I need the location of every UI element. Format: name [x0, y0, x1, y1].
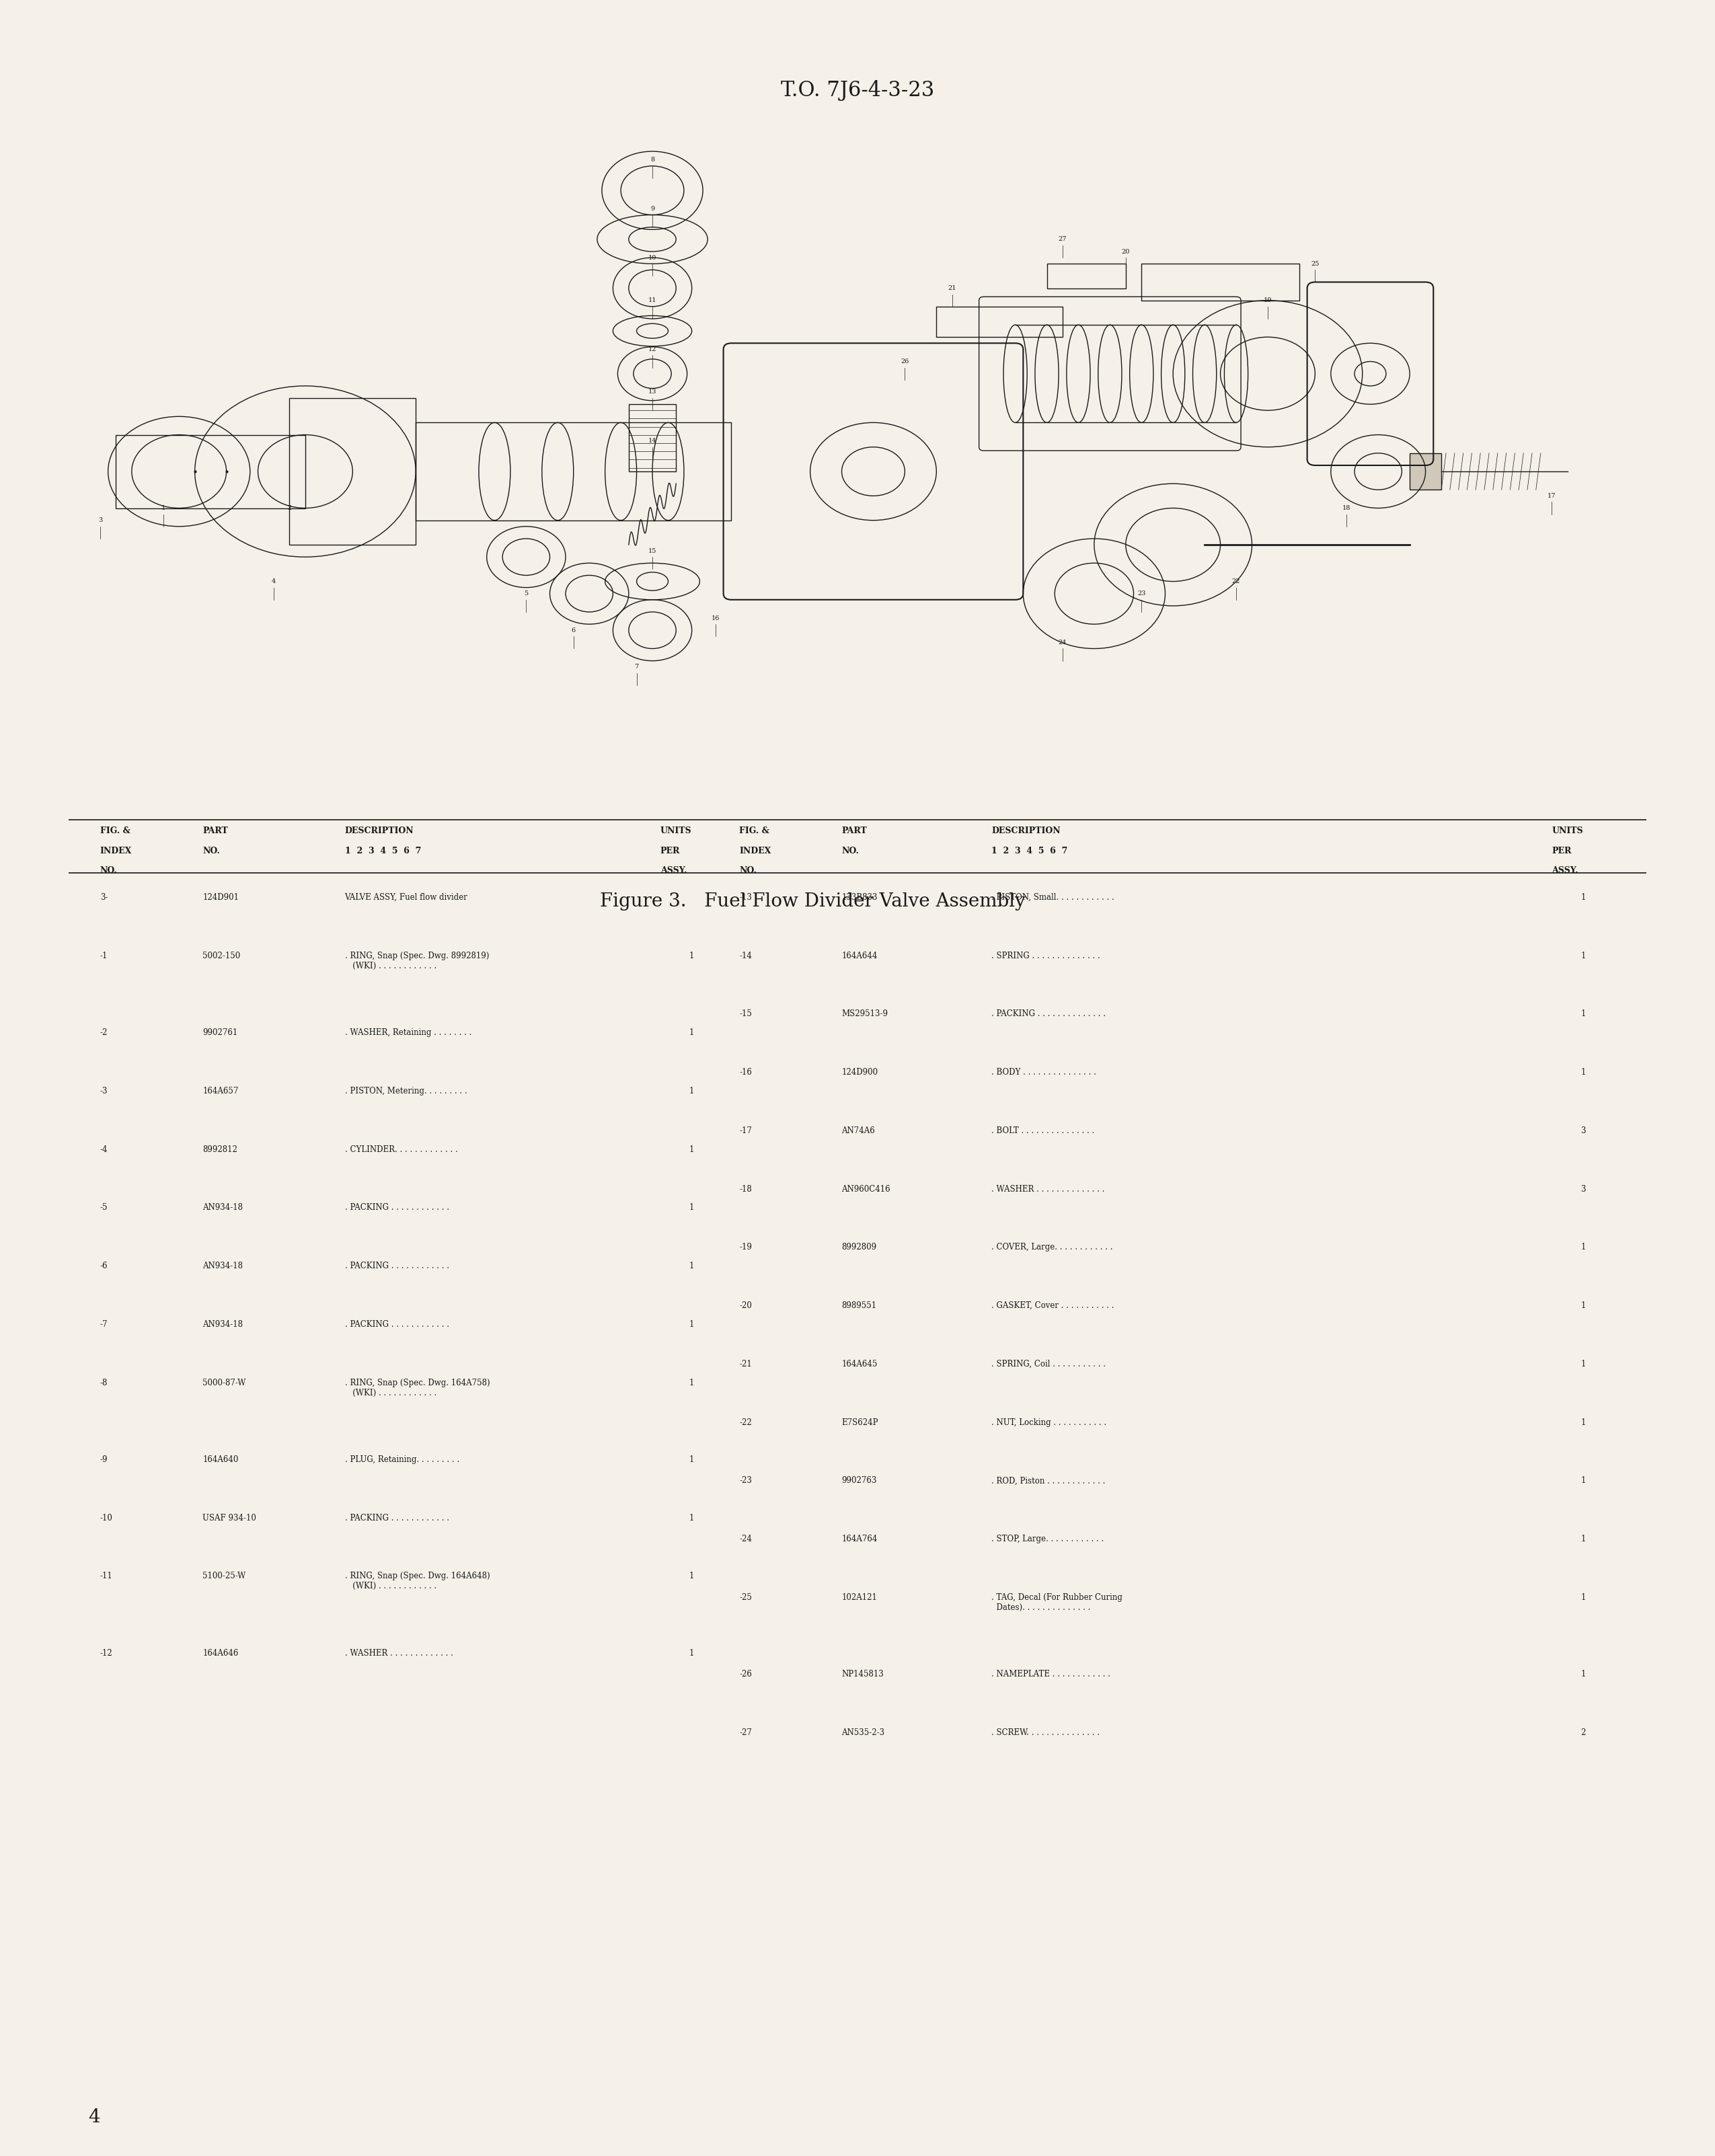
Text: 4: 4: [271, 578, 276, 584]
Text: . STOP, Large. . . . . . . . . . . .: . STOP, Large. . . . . . . . . . . .: [991, 1535, 1104, 1544]
Text: . PACKING . . . . . . . . . . . .: . PACKING . . . . . . . . . . . .: [345, 1261, 449, 1270]
Text: 1: 1: [1581, 1535, 1586, 1544]
Text: NO.: NO.: [739, 867, 756, 875]
Text: . PACKING . . . . . . . . . . . .: . PACKING . . . . . . . . . . . .: [345, 1514, 449, 1522]
Text: 1: 1: [689, 1649, 695, 1658]
Text: 1: 1: [1581, 1302, 1586, 1311]
Text: PER: PER: [660, 847, 681, 856]
Text: . PACKING . . . . . . . . . . . .: . PACKING . . . . . . . . . . . .: [345, 1203, 449, 1212]
Text: 2: 2: [288, 505, 292, 511]
Text: . CYLINDER. . . . . . . . . . . . .: . CYLINDER. . . . . . . . . . . . .: [345, 1145, 458, 1153]
Text: . BOLT . . . . . . . . . . . . . . .: . BOLT . . . . . . . . . . . . . . .: [991, 1125, 1094, 1134]
Text: 23: 23: [1137, 591, 1146, 597]
Text: 1: 1: [689, 1378, 695, 1386]
Text: 164A645: 164A645: [842, 1360, 878, 1369]
Text: 3: 3: [1581, 1186, 1586, 1194]
Text: . WASHER, Retaining . . . . . . . .: . WASHER, Retaining . . . . . . . .: [345, 1028, 472, 1037]
Text: AN934-18: AN934-18: [202, 1203, 244, 1212]
Text: -3: -3: [99, 1087, 108, 1095]
Text: . PACKING . . . . . . . . . . . . . .: . PACKING . . . . . . . . . . . . . .: [991, 1009, 1106, 1018]
Text: -4: -4: [99, 1145, 108, 1153]
Text: Figure 3.   Fuel Flow Divider Valve Assembly: Figure 3. Fuel Flow Divider Valve Assemb…: [600, 893, 1026, 910]
Text: 1: 1: [1581, 1009, 1586, 1018]
Text: DESCRIPTION: DESCRIPTION: [345, 826, 413, 837]
Text: 1  2  3  4  5  6  7: 1 2 3 4 5 6 7: [991, 847, 1068, 856]
Text: -27: -27: [739, 1729, 751, 1738]
Text: 1: 1: [689, 1514, 695, 1522]
Text: PART: PART: [842, 826, 868, 837]
Text: 24: 24: [1058, 640, 1067, 645]
Text: 11: 11: [648, 298, 657, 304]
Text: . RING, Snap (Spec. Dwg. 164A758)
   (WKI) . . . . . . . . . . . .: . RING, Snap (Spec. Dwg. 164A758) (WKI) …: [345, 1378, 490, 1397]
Text: AN934-18: AN934-18: [202, 1261, 244, 1270]
Text: -2: -2: [99, 1028, 108, 1037]
Text: -6: -6: [99, 1261, 108, 1270]
Text: . PACKING . . . . . . . . . . . .: . PACKING . . . . . . . . . . . .: [345, 1319, 449, 1328]
Text: NP145813: NP145813: [842, 1671, 883, 1680]
Text: 1: 1: [1581, 1419, 1586, 1427]
Bar: [290, 399, 415, 545]
Text: 18: 18: [1343, 505, 1351, 511]
Text: 4: 4: [89, 2109, 99, 2126]
Text: 1  2  3  4  5  6  7: 1 2 3 4 5 6 7: [345, 847, 420, 856]
Text: AN934-18: AN934-18: [202, 1319, 244, 1328]
Text: . SPRING . . . . . . . . . . . . . .: . SPRING . . . . . . . . . . . . . .: [991, 951, 1101, 959]
Text: -10: -10: [99, 1514, 113, 1522]
Text: 1: 1: [689, 1572, 695, 1580]
Text: . COVER, Large. . . . . . . . . . . .: . COVER, Large. . . . . . . . . . . .: [991, 1244, 1113, 1253]
Text: 8992812: 8992812: [202, 1145, 238, 1153]
Text: FIG. &: FIG. &: [739, 826, 770, 837]
Text: 8989551: 8989551: [842, 1302, 876, 1311]
Text: 1: 1: [689, 1319, 695, 1328]
Text: 1: 1: [689, 1455, 695, 1464]
Text: 1: 1: [689, 1145, 695, 1153]
Text: -19: -19: [739, 1244, 751, 1253]
Text: INDEX: INDEX: [739, 847, 772, 856]
Text: 19: 19: [1264, 298, 1273, 304]
Text: -1: -1: [99, 951, 108, 959]
Text: -5: -5: [99, 1203, 108, 1212]
Text: UNITS: UNITS: [660, 826, 691, 837]
Text: 12: 12: [648, 347, 657, 351]
Bar: [936, 306, 1063, 336]
Text: -12: -12: [99, 1649, 113, 1658]
Text: . PISTON, Metering. . . . . . . . .: . PISTON, Metering. . . . . . . . .: [345, 1087, 466, 1095]
Text: -13: -13: [739, 893, 751, 901]
Text: 1: 1: [1581, 1593, 1586, 1602]
Text: 21: 21: [948, 285, 957, 291]
Text: . PISTON, Small. . . . . . . . . . . .: . PISTON, Small. . . . . . . . . . . .: [991, 893, 1115, 901]
Text: 13: 13: [648, 388, 657, 395]
Text: 164A640: 164A640: [202, 1455, 238, 1464]
Bar: [1046, 263, 1125, 289]
Text: 1: 1: [161, 505, 165, 511]
Text: . SPRING, Coil . . . . . . . . . . .: . SPRING, Coil . . . . . . . . . . .: [991, 1360, 1106, 1369]
Text: 1: 1: [689, 1203, 695, 1212]
Text: 1: 1: [689, 1261, 695, 1270]
Text: 1: 1: [1581, 1067, 1586, 1076]
Text: AN74A6: AN74A6: [842, 1125, 875, 1134]
Text: . TAG, Decal (For Rubber Curing
  Dates). . . . . . . . . . . . . .: . TAG, Decal (For Rubber Curing Dates). …: [991, 1593, 1123, 1613]
Text: USAF 934-10: USAF 934-10: [202, 1514, 257, 1522]
Text: 27: 27: [1058, 237, 1067, 241]
Text: VALVE ASSY, Fuel flow divider: VALVE ASSY, Fuel flow divider: [345, 893, 468, 901]
Text: 1: 1: [689, 951, 695, 959]
Text: -16: -16: [739, 1067, 751, 1076]
Text: 10: 10: [648, 254, 657, 261]
Text: -26: -26: [739, 1671, 751, 1680]
Text: -21: -21: [739, 1360, 751, 1369]
Text: 3: 3: [98, 517, 103, 524]
Text: 133B833: 133B833: [842, 893, 878, 901]
Text: 6: 6: [571, 627, 576, 634]
Bar: [629, 405, 676, 472]
Text: 7: 7: [635, 664, 638, 671]
Text: -7: -7: [99, 1319, 108, 1328]
Text: -25: -25: [739, 1593, 751, 1602]
Text: ASSY.: ASSY.: [1552, 867, 1578, 875]
Text: 1: 1: [1581, 1477, 1586, 1485]
Text: . SCREW. . . . . . . . . . . . . . .: . SCREW. . . . . . . . . . . . . . .: [991, 1729, 1099, 1738]
Text: 124D900: 124D900: [842, 1067, 878, 1076]
Bar: [415, 423, 731, 520]
Bar: [1142, 263, 1300, 300]
Text: UNITS: UNITS: [1552, 826, 1583, 837]
Text: . WASHER . . . . . . . . . . . . . .: . WASHER . . . . . . . . . . . . . .: [991, 1186, 1104, 1194]
